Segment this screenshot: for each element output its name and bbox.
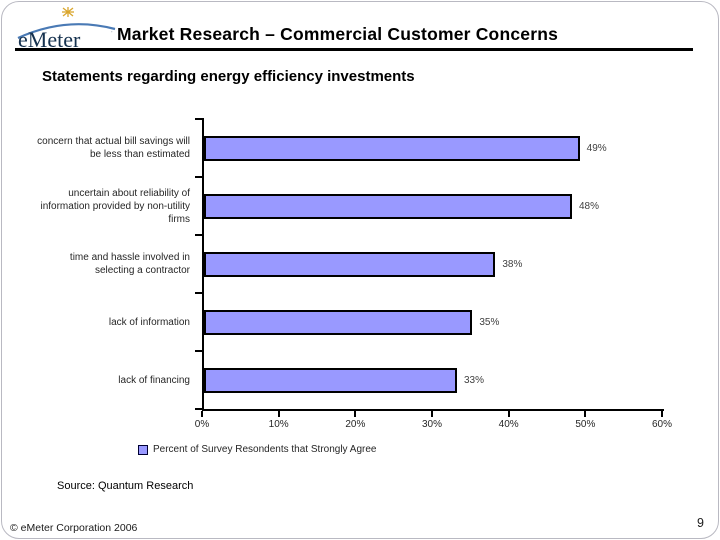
value-label: 38% [502, 258, 523, 270]
x-tick-label: 20% [345, 419, 366, 430]
bar [204, 367, 457, 393]
y-tick [195, 234, 204, 236]
y-tick [195, 350, 204, 352]
x-tick-label: 30% [421, 419, 443, 430]
y-tick [195, 176, 204, 178]
category-label: lack of financing [118, 374, 190, 386]
copyright-text: © eMeter Corporation 2006 [10, 522, 138, 534]
page-number: 9 [697, 516, 704, 530]
x-tick [354, 411, 357, 417]
x-tick-label: 40% [498, 419, 519, 430]
x-tick-label: 50% [575, 419, 596, 430]
category-label: uncertain about reliability of informati… [40, 187, 190, 225]
bar [204, 135, 580, 161]
source-note: Source: Quantum Research [57, 480, 194, 492]
x-tick [431, 411, 433, 417]
x-axis: 0% 10% 20% 30% 40% 50% 60% [195, 411, 672, 441]
y-tick [195, 292, 204, 294]
logo-trademark: ˙ [111, 31, 113, 39]
page-title: Market Research – Commercial Customer Co… [117, 24, 559, 44]
logo-text: eMeter [18, 27, 81, 51]
y-tick [195, 408, 204, 410]
sun-icon [62, 7, 74, 17]
bar [204, 309, 473, 335]
x-tick [661, 411, 663, 417]
x-tick [277, 411, 280, 417]
chart-legend: Percent of Survey Resondents that Strong… [138, 444, 376, 455]
value-label: 49% [586, 142, 607, 154]
x-tick [584, 411, 587, 417]
plot-area: 49% 48% 38% 35% 33% [195, 118, 664, 411]
legend-label: Percent of Survey Resondents that Strong… [153, 444, 377, 455]
legend-marker-icon [138, 444, 148, 455]
value-label: 35% [479, 316, 500, 328]
y-tick [195, 118, 204, 120]
slide-subtitle: Statements regarding energy efficiency i… [42, 68, 415, 85]
x-tick-label: 10% [268, 419, 289, 430]
category-axis: concern that actual bill savings will be… [30, 119, 196, 409]
x-tick-label: 60% [651, 419, 673, 430]
header-rule [15, 48, 693, 51]
value-label: 33% [464, 374, 485, 386]
x-tick [507, 411, 510, 417]
x-tick [201, 411, 203, 417]
bar [204, 193, 572, 219]
category-label: lack of information [108, 316, 190, 328]
bar [204, 251, 496, 277]
category-label: concern that actual bill savings will be… [37, 136, 190, 160]
value-label: 48% [579, 200, 600, 212]
category-label: time and hassle involved in selecting a … [69, 252, 190, 276]
x-tick-label: 0% [194, 419, 210, 430]
emeter-logo: eMeter ˙ [17, 7, 116, 51]
logo-arc [17, 23, 116, 40]
